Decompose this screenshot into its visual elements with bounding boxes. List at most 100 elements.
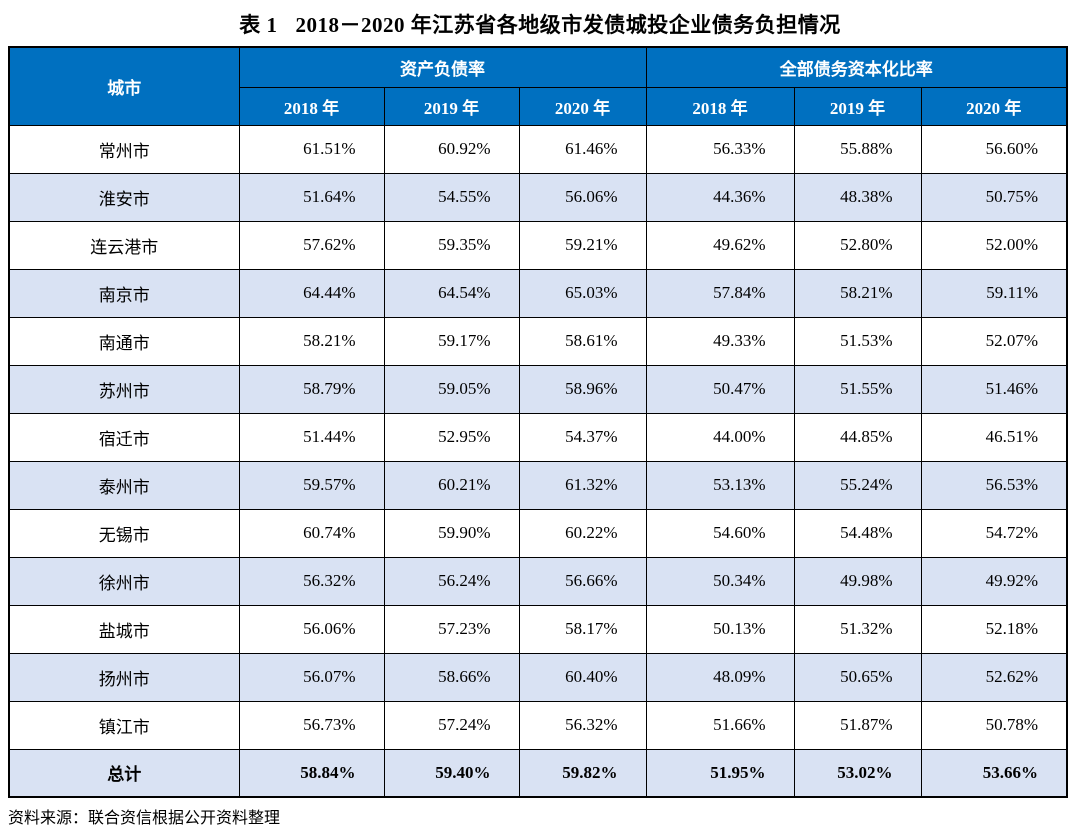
value-cell: 49.92% bbox=[920, 556, 1068, 606]
value-cell: 58.21% bbox=[238, 316, 385, 366]
city-name: 常州市 bbox=[8, 124, 240, 174]
value-cell: 57.23% bbox=[383, 604, 520, 654]
value-cell: 53.13% bbox=[645, 460, 795, 510]
total-row: 总计 58.84% 59.40% 59.82% 51.95% 53.02% 53.66% bbox=[8, 748, 1068, 798]
table-number: 表 1 bbox=[239, 13, 278, 37]
value-cell: 54.60% bbox=[645, 508, 795, 558]
city-name: 镇江市 bbox=[8, 700, 240, 750]
value-cell: 50.75% bbox=[920, 172, 1068, 222]
value-cell: 50.47% bbox=[645, 364, 795, 414]
value-cell: 59.40% bbox=[383, 748, 520, 798]
value-cell: 52.07% bbox=[920, 316, 1068, 366]
value-cell: 59.21% bbox=[518, 220, 647, 270]
value-cell: 51.44% bbox=[238, 412, 385, 462]
value-cell: 60.40% bbox=[518, 652, 647, 702]
value-cell: 56.66% bbox=[518, 556, 647, 606]
value-cell: 59.57% bbox=[238, 460, 385, 510]
value-cell: 44.36% bbox=[645, 172, 795, 222]
table-row: 无锡市 60.74% 59.90% 60.22% 54.60% 54.48% 54.72% bbox=[8, 508, 1068, 558]
value-cell: 58.66% bbox=[383, 652, 520, 702]
value-cell: 59.35% bbox=[383, 220, 520, 270]
value-cell: 50.65% bbox=[793, 652, 922, 702]
value-cell: 58.79% bbox=[238, 364, 385, 414]
total-label: 总计 bbox=[8, 748, 240, 798]
value-cell: 49.33% bbox=[645, 316, 795, 366]
value-cell: 50.78% bbox=[920, 700, 1068, 750]
value-cell: 61.32% bbox=[518, 460, 647, 510]
table-row: 常州市 61.51% 60.92% 61.46% 56.33% 55.88% 56.60% bbox=[8, 124, 1068, 174]
table-row: 淮安市 51.64% 54.55% 56.06% 44.36% 48.38% 50.75% bbox=[8, 172, 1068, 222]
table-title: 表 1 2018－2020 年江苏省各地级市发债城投企业债务负担情况 bbox=[0, 0, 1080, 46]
table-row: 苏州市 58.79% 59.05% 58.96% 50.47% 51.55% 51.46% bbox=[8, 364, 1068, 414]
value-cell: 52.62% bbox=[920, 652, 1068, 702]
value-cell: 44.00% bbox=[645, 412, 795, 462]
table-row: 宿迁市 51.44% 52.95% 54.37% 44.00% 44.85% 46.51% bbox=[8, 412, 1068, 462]
value-cell: 59.82% bbox=[518, 748, 647, 798]
value-cell: 56.73% bbox=[238, 700, 385, 750]
value-cell: 53.02% bbox=[793, 748, 922, 798]
city-name: 泰州市 bbox=[8, 460, 240, 510]
table-row: 盐城市 56.06% 57.23% 58.17% 50.13% 51.32% 52.18% bbox=[8, 604, 1068, 654]
value-cell: 53.66% bbox=[920, 748, 1068, 798]
header-row-years: 2018 年 2019 年 2020 年 2018 年 2019 年 2020 … bbox=[9, 86, 1068, 126]
source-note: 资料来源：联合资信根据公开资料整理 bbox=[8, 810, 281, 827]
value-cell: 55.88% bbox=[793, 124, 922, 174]
value-cell: 51.53% bbox=[793, 316, 922, 366]
table-header: 城市 资产负债率 全部债务资本化比率 2018 年 2019 年 2020 年 … bbox=[8, 46, 1068, 126]
value-cell: 59.05% bbox=[383, 364, 520, 414]
table-row: 南通市 58.21% 59.17% 58.61% 49.33% 51.53% 52.07% bbox=[8, 316, 1068, 366]
value-cell: 61.51% bbox=[238, 124, 385, 174]
header-group-debt-capitalization: 全部债务资本化比率 bbox=[645, 46, 1068, 88]
value-cell: 56.24% bbox=[383, 556, 520, 606]
value-cell: 51.55% bbox=[793, 364, 922, 414]
value-cell: 51.95% bbox=[645, 748, 795, 798]
value-cell: 56.07% bbox=[238, 652, 385, 702]
value-cell: 52.95% bbox=[383, 412, 520, 462]
city-name: 南通市 bbox=[8, 316, 240, 366]
value-cell: 59.11% bbox=[920, 268, 1068, 318]
value-cell: 48.09% bbox=[645, 652, 795, 702]
value-cell: 51.46% bbox=[920, 364, 1068, 414]
header-year-2018-asset: 2018 年 bbox=[238, 86, 385, 126]
value-cell: 57.62% bbox=[238, 220, 385, 270]
value-cell: 57.84% bbox=[645, 268, 795, 318]
table-row: 泰州市 59.57% 60.21% 61.32% 53.13% 55.24% 56.53% bbox=[8, 460, 1068, 510]
value-cell: 58.84% bbox=[238, 748, 385, 798]
value-cell: 64.44% bbox=[238, 268, 385, 318]
table-row: 镇江市 56.73% 57.24% 56.32% 51.66% 51.87% 50.78% bbox=[8, 700, 1068, 750]
header-year-2020-asset: 2020 年 bbox=[518, 86, 647, 126]
value-cell: 54.72% bbox=[920, 508, 1068, 558]
city-name: 徐州市 bbox=[8, 556, 240, 606]
value-cell: 57.24% bbox=[383, 700, 520, 750]
city-name: 淮安市 bbox=[8, 172, 240, 222]
value-cell: 52.00% bbox=[920, 220, 1068, 270]
header-year-2020-debt: 2020 年 bbox=[920, 86, 1068, 126]
table-row: 连云港市 57.62% 59.35% 59.21% 49.62% 52.80% 52.00% bbox=[8, 220, 1068, 270]
table-row: 南京市 64.44% 64.54% 65.03% 57.84% 58.21% 59.11% bbox=[8, 268, 1068, 318]
city-name: 扬州市 bbox=[8, 652, 240, 702]
value-cell: 51.32% bbox=[793, 604, 922, 654]
header-group-asset-liability: 资产负债率 bbox=[238, 46, 647, 88]
value-cell: 56.53% bbox=[920, 460, 1068, 510]
header-year-2018-debt: 2018 年 bbox=[645, 86, 795, 126]
value-cell: 56.60% bbox=[920, 124, 1068, 174]
value-cell: 60.74% bbox=[238, 508, 385, 558]
value-cell: 50.13% bbox=[645, 604, 795, 654]
value-cell: 58.17% bbox=[518, 604, 647, 654]
city-name: 连云港市 bbox=[8, 220, 240, 270]
value-cell: 60.21% bbox=[383, 460, 520, 510]
city-name: 苏州市 bbox=[8, 364, 240, 414]
value-cell: 58.61% bbox=[518, 316, 647, 366]
value-cell: 56.06% bbox=[518, 172, 647, 222]
value-cell: 58.96% bbox=[518, 364, 647, 414]
value-cell: 59.90% bbox=[383, 508, 520, 558]
value-cell: 60.22% bbox=[518, 508, 647, 558]
value-cell: 46.51% bbox=[920, 412, 1068, 462]
value-cell: 51.66% bbox=[645, 700, 795, 750]
table-row: 扬州市 56.07% 58.66% 60.40% 48.09% 50.65% 52.62% bbox=[8, 652, 1068, 702]
value-cell: 49.98% bbox=[793, 556, 922, 606]
header-row-groups: 城市 资产负债率 全部债务资本化比率 bbox=[8, 46, 1068, 126]
value-cell: 58.21% bbox=[793, 268, 922, 318]
header-year-2019-debt: 2019 年 bbox=[793, 86, 922, 126]
